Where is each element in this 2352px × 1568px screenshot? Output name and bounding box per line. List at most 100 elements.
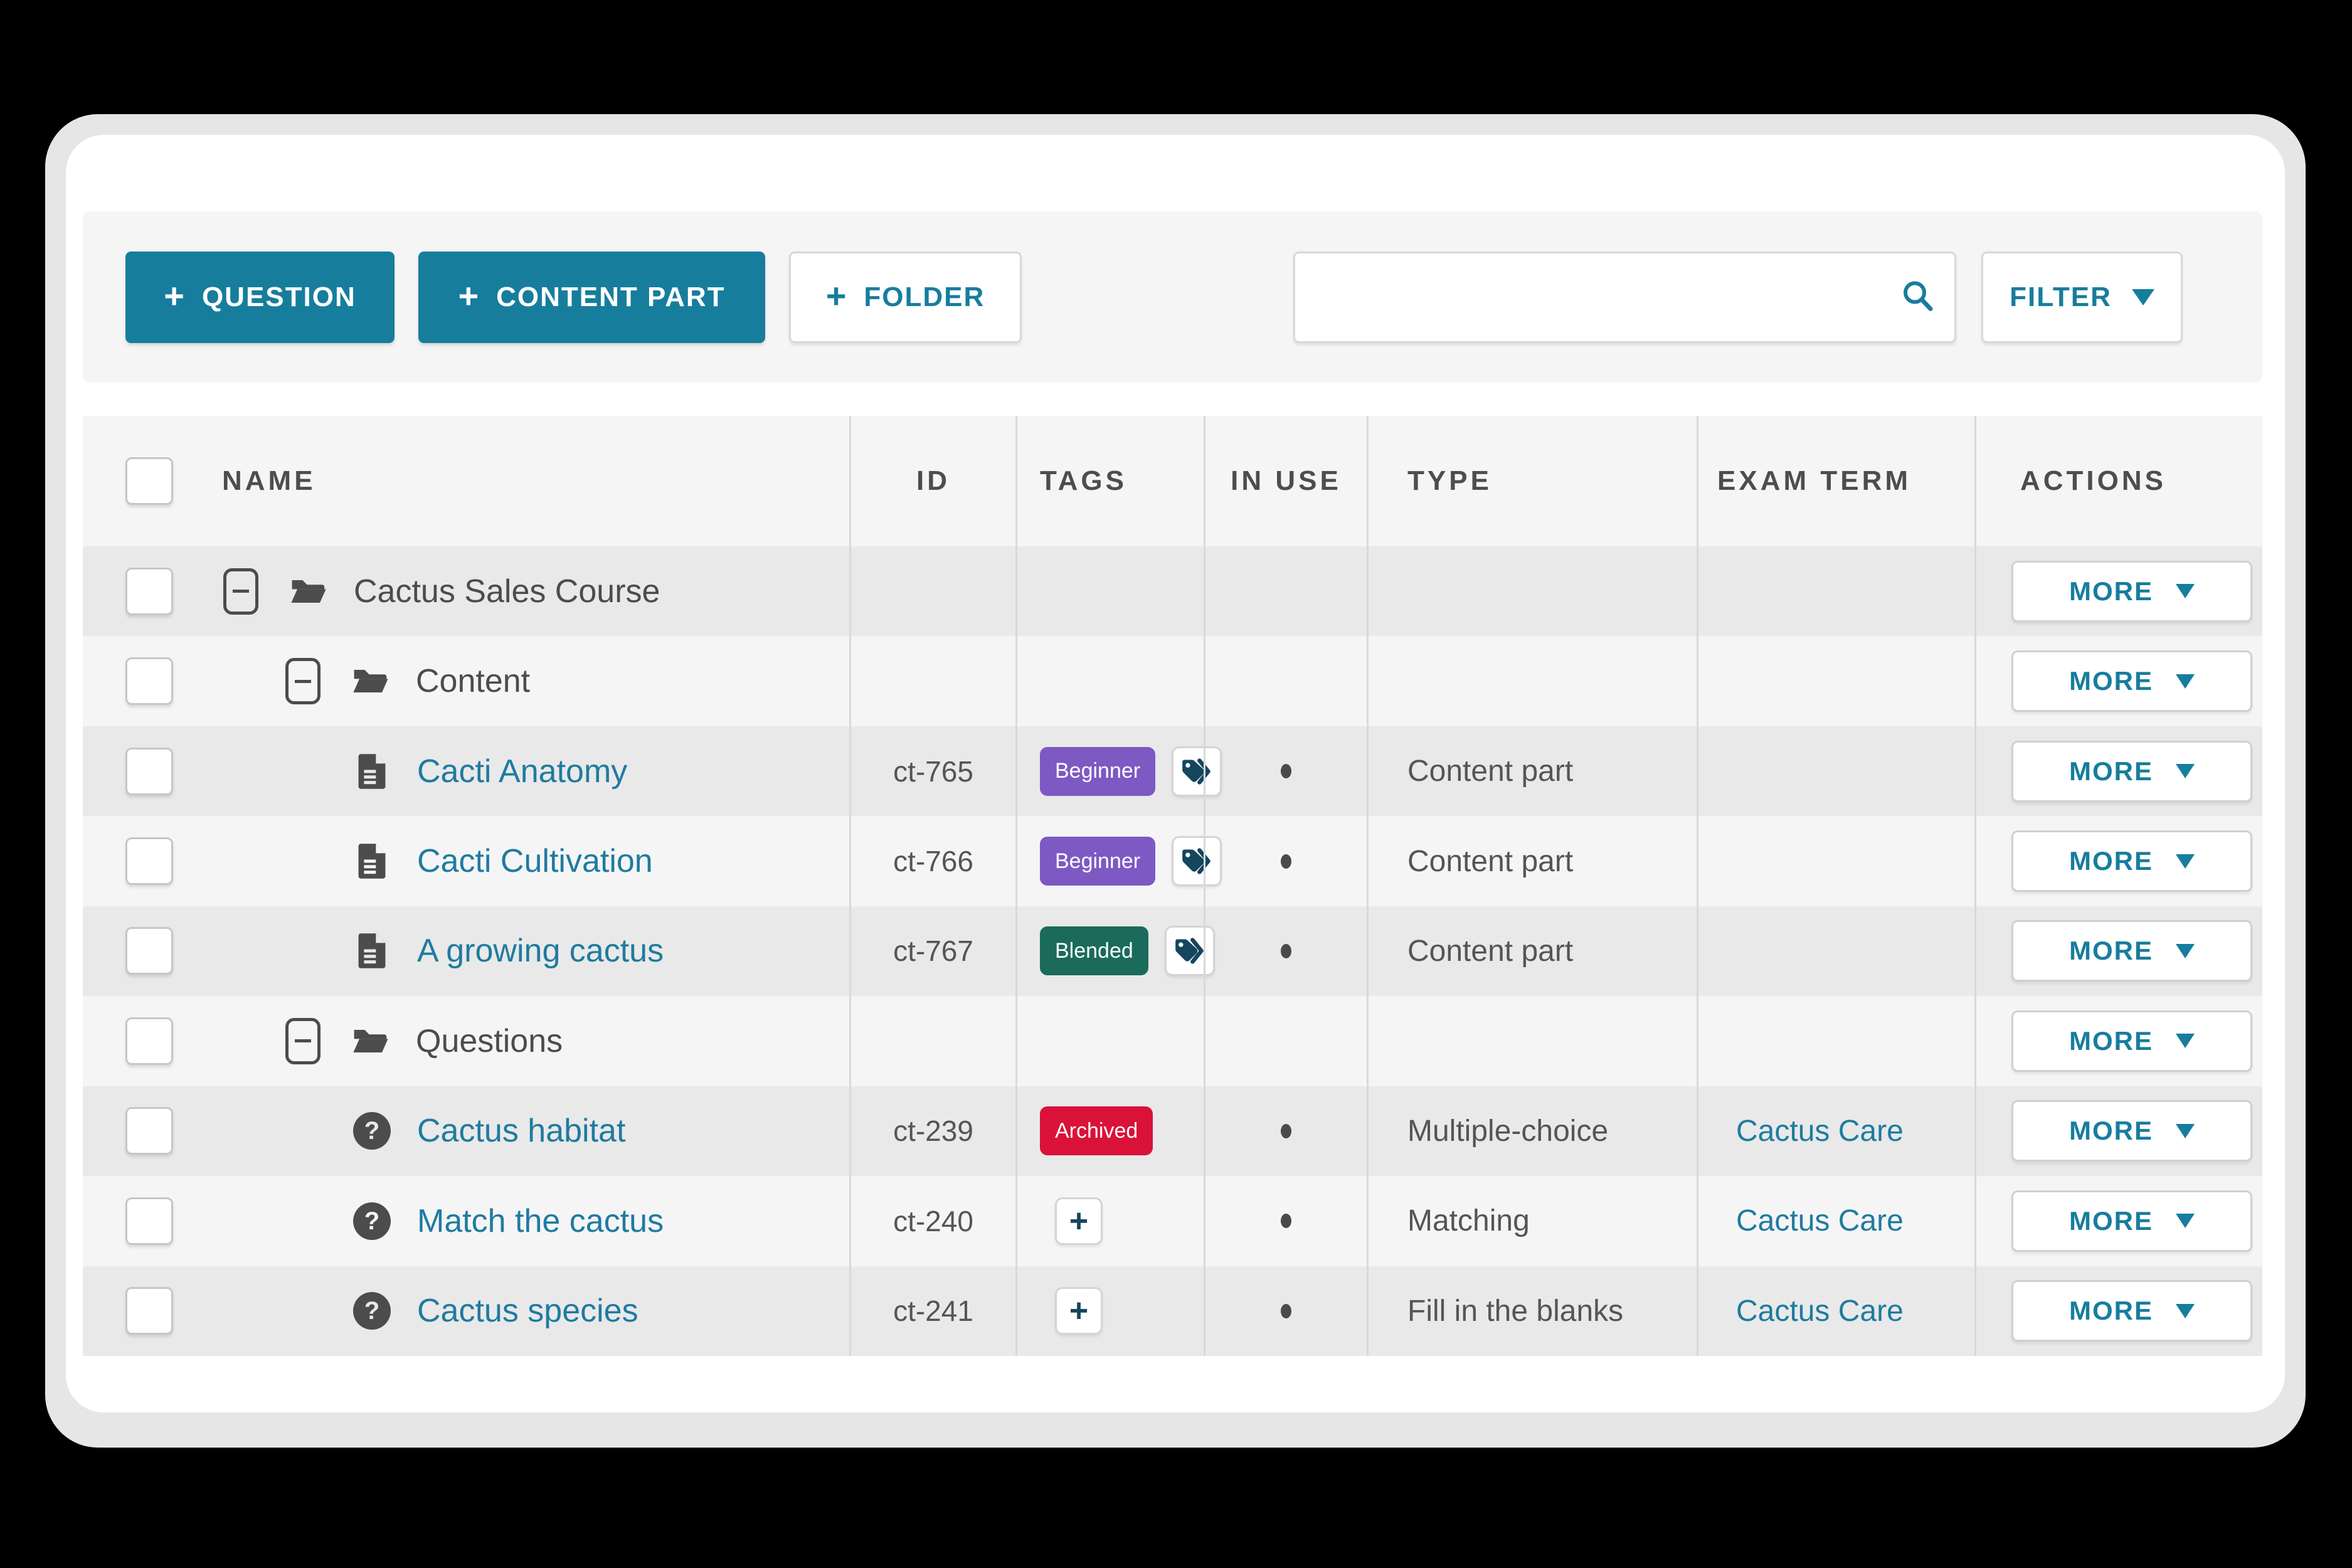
svg-text:?: ? [364,1117,379,1145]
content-part-link[interactable]: Cacti Cultivation [417,843,653,880]
column-header-exam-term: EXAM TERM [1697,416,1974,546]
header-checkbox-cell [83,416,216,546]
question-circle-icon: ? [353,1202,391,1240]
more-button[interactable]: MORE [2011,740,2252,802]
question-circle-icon: ? [353,1112,391,1150]
plus-icon: + [825,275,848,315]
minus-square-icon [295,679,311,683]
exam-term-link[interactable]: Cactus Care [1736,1204,1904,1238]
collapse-toggle-button[interactable] [285,1017,320,1064]
table-row: Cacti Cultivation ct-766 Beginner [83,816,2262,906]
row-checkbox[interactable] [125,837,173,886]
more-button[interactable]: MORE [2011,650,2252,712]
search-input[interactable] [1295,253,1954,341]
more-button[interactable]: MORE [2011,1280,2252,1342]
tag-badge: Archived [1040,1106,1153,1156]
in-use-dot [1281,764,1291,779]
table-row: Content MORE [83,636,2262,726]
select-all-checkbox[interactable] [125,457,173,505]
caret-down-icon [2176,943,2195,958]
plus-icon: + [1069,1202,1089,1239]
item-id: ct-241 [893,1295,973,1328]
item-id: ct-240 [893,1204,973,1237]
table-row: Cacti Anatomy ct-765 Beginner [83,726,2262,817]
exam-term-link[interactable]: Cactus Care [1736,1294,1904,1328]
table-row: ? Match the cactus ct-240 + Matching Cac… [83,1176,2262,1266]
row-checkbox[interactable] [125,657,173,706]
column-header-type: TYPE [1367,416,1697,546]
add-question-button[interactable]: + QUESTION [125,251,395,343]
file-text-icon [353,843,391,879]
collapse-toggle-button[interactable] [223,568,258,615]
plus-icon: + [1069,1293,1089,1330]
tags-icon [1182,848,1210,874]
item-id: ct-767 [893,935,973,968]
more-button[interactable]: MORE [2011,830,2252,893]
column-header-actions: ACTIONS [1974,416,2262,546]
in-use-dot [1281,1123,1291,1138]
table-body: Cactus Sales Course MORE [83,546,2262,1356]
collapse-toggle-button[interactable] [285,658,320,705]
question-link[interactable]: Cactus species [417,1293,638,1330]
content-part-link[interactable]: Cacti Anatomy [417,753,628,790]
tag-badge: Beginner [1040,746,1156,796]
caret-down-icon [2176,674,2195,689]
manage-tags-button[interactable] [1164,926,1215,977]
add-folder-button[interactable]: + FOLDER [789,251,1022,343]
row-checkbox[interactable] [125,567,173,615]
file-text-icon [353,753,391,790]
minus-square-icon [233,590,249,593]
in-use-dot [1281,1303,1291,1318]
more-button[interactable]: MORE [2011,920,2252,982]
minus-square-icon [295,1039,311,1043]
item-type: Content part [1407,844,1574,878]
item-type: Content part [1407,755,1574,788]
table-header: NAME ID TAGS IN USE TYPE EXAM TERM ACTIO… [83,416,2262,546]
content-part-link[interactable]: A growing cactus [417,933,664,970]
manage-tags-button[interactable] [1172,836,1222,887]
filter-button[interactable]: FILTER [1981,251,2183,343]
row-checkbox[interactable] [125,1107,173,1155]
tags-icon [1182,758,1210,785]
row-checkbox[interactable] [125,1017,173,1065]
folder-name[interactable]: Content [416,663,531,700]
caret-down-icon [2176,1123,2195,1138]
column-header-tags: TAGS [1015,416,1204,546]
table-row: Questions MORE [83,996,2262,1086]
more-button[interactable]: MORE [2011,560,2252,622]
in-use-dot [1281,943,1291,958]
manage-tags-button[interactable] [1172,746,1222,797]
column-header-id: ID [849,416,1015,546]
row-checkbox[interactable] [125,747,173,795]
add-tag-button[interactable]: + [1055,1287,1103,1335]
exam-term-link[interactable]: Cactus Care [1736,1114,1904,1148]
table-row: ? Cactus species ct-241 + Fill in the bl… [83,1266,2262,1356]
row-checkbox[interactable] [125,1287,173,1335]
add-tag-button[interactable]: + [1055,1197,1103,1245]
item-id: ct-765 [893,755,973,788]
add-folder-label: FOLDER [864,281,985,312]
caret-down-icon [2176,584,2195,599]
folder-open-icon [290,576,327,607]
more-button[interactable]: MORE [2011,1010,2252,1072]
search-box [1293,251,1956,343]
search-icon[interactable] [1902,279,1934,315]
more-button[interactable]: MORE [2011,1100,2252,1162]
svg-text:?: ? [364,1207,379,1235]
question-link[interactable]: Match the cactus [417,1202,664,1239]
add-content-part-label: CONTENT PART [496,281,726,312]
add-content-part-button[interactable]: + CONTENT PART [418,251,765,343]
more-button[interactable]: MORE [2011,1190,2252,1252]
folder-name[interactable]: Cactus Sales Course [354,573,660,610]
folder-open-icon [352,666,389,696]
question-link[interactable]: Cactus habitat [417,1113,626,1150]
table-row: Cactus Sales Course MORE [83,546,2262,637]
filter-label: FILTER [2010,281,2112,312]
in-use-dot [1281,854,1291,869]
caret-down-icon [2176,854,2195,869]
folder-name[interactable]: Questions [416,1022,563,1059]
plus-icon: + [458,275,480,315]
row-checkbox[interactable] [125,927,173,975]
row-checkbox[interactable] [125,1197,173,1245]
caret-down-icon [2176,1214,2195,1229]
